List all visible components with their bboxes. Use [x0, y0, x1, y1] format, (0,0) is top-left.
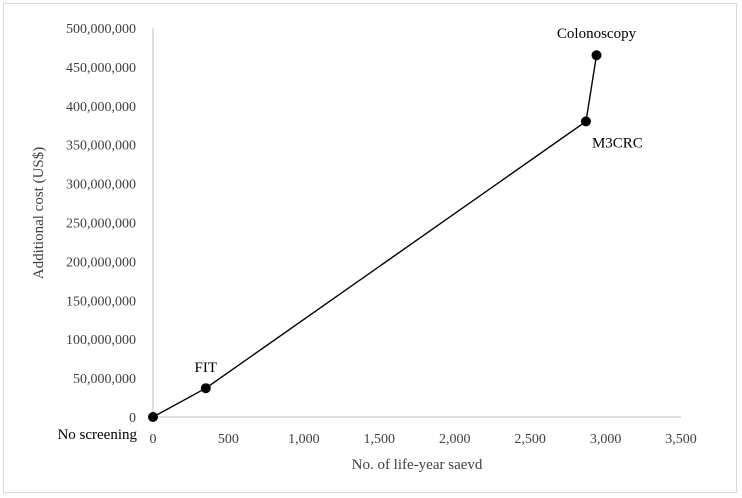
x-tick-label: 2,000: [439, 432, 471, 447]
y-tick-label: 100,000,000: [66, 333, 136, 348]
y-tick-label: 250,000,000: [66, 217, 136, 232]
y-tick-label: 300,000,000: [66, 178, 136, 193]
y-tick-label: 500,000,000: [66, 22, 136, 37]
y-tick-label: 350,000,000: [66, 139, 136, 154]
x-tick-label: 500: [218, 432, 239, 447]
y-tick-label: 200,000,000: [66, 255, 136, 270]
series-line: [152, 55, 598, 418]
data-point-label: M3CRC: [592, 135, 643, 151]
x-axis-title: No. of life-year saevd: [352, 457, 483, 473]
y-tick-label: 400,000,000: [66, 100, 136, 115]
data-point-marker: [148, 412, 158, 422]
x-tick-labels: 0 500 1,000 1,500 2,000 2,500 3,000 3,500: [150, 432, 697, 447]
y-tick-label: 0: [129, 411, 136, 426]
x-tick-label: 3,500: [665, 432, 697, 447]
series-group: [148, 50, 602, 422]
data-point-label: No screening: [57, 427, 137, 443]
data-point-label: Colonoscopy: [557, 26, 637, 42]
axes: [152, 28, 681, 418]
point-labels: No screening FIT M3CRC Colonoscopy: [57, 26, 642, 443]
y-axis-title: Additional cost (US$): [31, 147, 47, 280]
y-tick-label: 450,000,000: [66, 61, 136, 76]
y-tick-label: 50,000,000: [73, 372, 136, 387]
chart-frame: [3, 3, 737, 493]
y-tick-labels: 0 50,000,000 100,000,000 150,000,000 200,000…: [66, 22, 136, 426]
data-point-marker: [580, 116, 591, 127]
data-point-marker: [591, 50, 602, 61]
x-tick-label: 2,500: [514, 432, 546, 447]
data-point-marker: [200, 383, 211, 394]
x-tick-label: 0: [150, 432, 157, 447]
x-tick-label: 1,500: [364, 432, 396, 447]
data-point-label: FIT: [195, 360, 218, 376]
x-tick-label: 3,000: [590, 432, 622, 447]
y-tick-label: 150,000,000: [66, 294, 136, 309]
x-tick-label: 1,000: [288, 432, 320, 447]
